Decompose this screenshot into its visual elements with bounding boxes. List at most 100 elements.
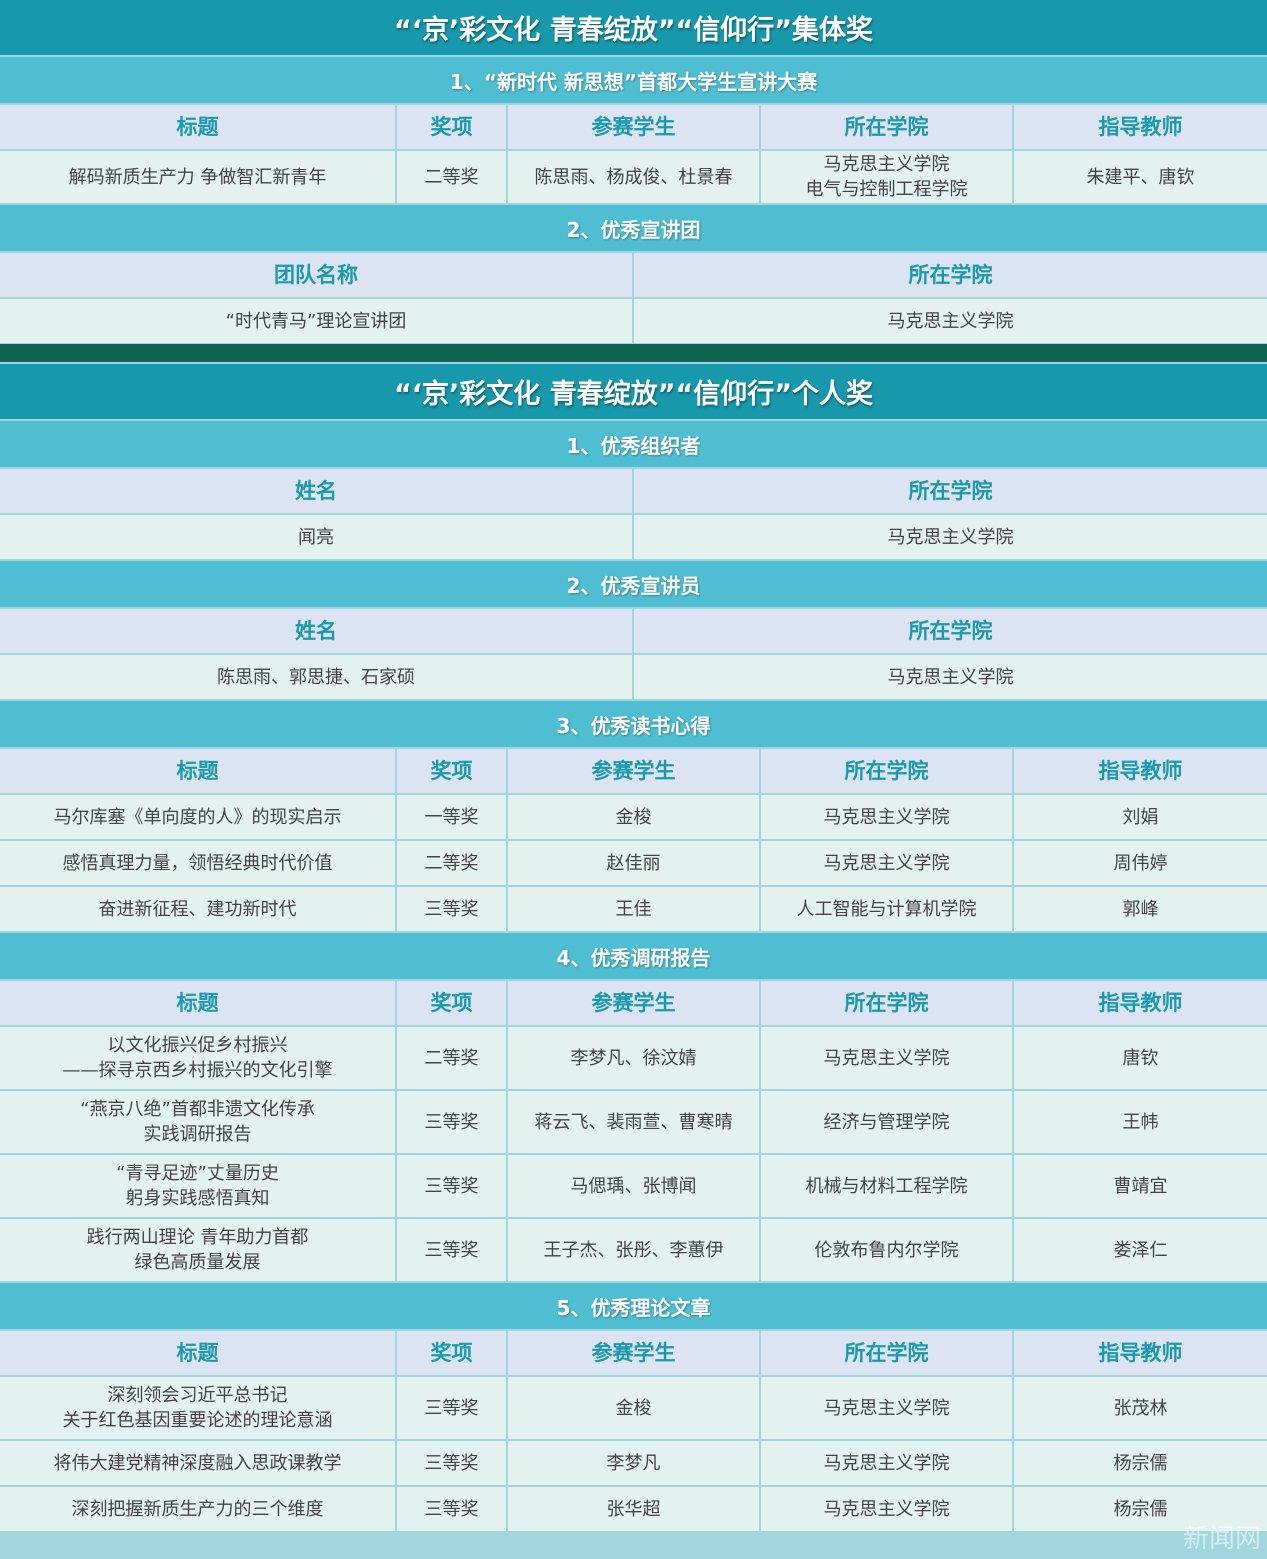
table-row: 马尔库塞《单向度的人》的现实启示 一等奖 金梭 马克思主义学院 刘娟 <box>0 795 1267 839</box>
column-header: 所在学院 <box>761 981 1012 1025</box>
table-cell: 马克思主义学院 <box>761 1441 1012 1485</box>
column-header: 标题 <box>0 749 395 793</box>
column-header: 参赛学生 <box>508 981 759 1025</box>
column-header: 奖项 <box>397 749 506 793</box>
table-cell: 李梦凡 <box>508 1441 759 1485</box>
section-divider <box>0 344 1267 362</box>
table-cell: 三等奖 <box>397 1155 506 1217</box>
table-cell: 陈思雨、杨成俊、杜景春 <box>508 151 759 203</box>
table-cell: 马克思主义学院 <box>761 1377 1012 1439</box>
section-heading: 5、优秀理论文章 <box>0 1283 1267 1329</box>
column-header: 所在学院 <box>634 469 1267 513</box>
table-cell: 王帏 <box>1014 1091 1267 1153</box>
table-cell: 三等奖 <box>397 1487 506 1531</box>
table-cell: 三等奖 <box>397 1091 506 1153</box>
column-header: 标题 <box>0 1331 395 1375</box>
table-row: 闻亮 马克思主义学院 <box>0 515 1267 559</box>
table-row: 践行两山理论 青年助力首都 绿色高质量发展 三等奖 王子杰、张彤、李蕙伊 伦敦布鲁内尔… <box>0 1219 1267 1281</box>
table-cell: 马克思主义学院 <box>634 299 1267 343</box>
table-cell: 唐钦 <box>1014 1027 1267 1089</box>
table-cell: 将伟大建党精神深度融入思政课教学 <box>0 1441 395 1485</box>
column-header: 姓名 <box>0 469 632 513</box>
section-heading: 4、优秀调研报告 <box>0 933 1267 979</box>
column-header: 指导教师 <box>1014 105 1267 149</box>
table-row: 将伟大建党精神深度融入思政课教学 三等奖 李梦凡 马克思主义学院 杨宗儒 <box>0 1441 1267 1485</box>
table-row: “时代青马”理论宣讲团 马克思主义学院 <box>0 299 1267 343</box>
watermark: 新闻网 <box>1182 1524 1261 1554</box>
table-cell: 以文化振兴促乡村振兴 ——探寻京西乡村振兴的文化引擎 <box>0 1027 395 1089</box>
table-cell: 曹靖宜 <box>1014 1155 1267 1217</box>
table-row: “燕京八绝”首都非遗文化传承 实践调研报告 三等奖 蒋云飞、裴雨萱、曹寒晴 经济与管理… <box>0 1091 1267 1153</box>
table-cell: 一等奖 <box>397 795 506 839</box>
header-row: 标题 奖项 参赛学生 所在学院 指导教师 <box>0 105 1267 149</box>
table-cell: 娄泽仁 <box>1014 1219 1267 1281</box>
column-header: 所在学院 <box>634 253 1267 297</box>
table-cell: 马偲瑀、张博闻 <box>508 1155 759 1217</box>
table-row: “青寻足迹”丈量历史 躬身实践感悟真知 三等奖 马偲瑀、张博闻 机械与材料工程学院 曹靖… <box>0 1155 1267 1217</box>
table-cell: 机械与材料工程学院 <box>761 1155 1012 1217</box>
table-cell: 刘娟 <box>1014 795 1267 839</box>
table-cell: 二等奖 <box>397 841 506 885</box>
table-cell: 人工智能与计算机学院 <box>761 887 1012 931</box>
section-heading: 1、优秀组织者 <box>0 421 1267 467</box>
table-cell: 马克思主义学院 <box>761 795 1012 839</box>
table-cell: 马克思主义学院 <box>761 1487 1012 1531</box>
table-title: “‘京’彩文化 青春绽放”“信仰行”集体奖 <box>0 0 1267 55</box>
column-header: 所在学院 <box>761 749 1012 793</box>
table-cell: 王子杰、张彤、李蕙伊 <box>508 1219 759 1281</box>
table-title: “‘京’彩文化 青春绽放”“信仰行”个人奖 <box>0 364 1267 419</box>
table-row: 解码新质生产力 争做智汇新青年 二等奖 陈思雨、杨成俊、杜景春 马克思主义学院 电气与… <box>0 151 1267 203</box>
table-cell: 经济与管理学院 <box>761 1091 1012 1153</box>
table-row: 感悟真理力量，领悟经典时代价值 二等奖 赵佳丽 马克思主义学院 周伟婷 <box>0 841 1267 885</box>
table-cell: 闻亮 <box>0 515 632 559</box>
header-row: 团队名称 所在学院 <box>0 253 1267 297</box>
table-cell: 马克思主义学院 <box>634 655 1267 699</box>
column-header: 所在学院 <box>761 105 1012 149</box>
table-cell: 金梭 <box>508 795 759 839</box>
column-header: 参赛学生 <box>508 1331 759 1375</box>
table-cell: 二等奖 <box>397 151 506 203</box>
table-cell: 深刻领会习近平总书记 关于红色基因重要论述的理论意涵 <box>0 1377 395 1439</box>
table-row: 奋进新征程、建功新时代 三等奖 王佳 人工智能与计算机学院 郭峰 <box>0 887 1267 931</box>
section-heading: 1、“新时代 新思想”首都大学生宣讲大赛 <box>0 57 1267 103</box>
section-heading: 3、优秀读书心得 <box>0 701 1267 747</box>
table-cell: 杨宗儒 <box>1014 1487 1267 1531</box>
column-header: 参赛学生 <box>508 749 759 793</box>
header-row: 标题 奖项 参赛学生 所在学院 指导教师 <box>0 1331 1267 1375</box>
table-cell: 周伟婷 <box>1014 841 1267 885</box>
header-row: 姓名 所在学院 <box>0 609 1267 653</box>
section-heading: 2、优秀宣讲团 <box>0 205 1267 251</box>
column-header: 指导教师 <box>1014 1331 1267 1375</box>
table-row: 深刻领会习近平总书记 关于红色基因重要论述的理论意涵 三等奖 金梭 马克思主义学院 张茂… <box>0 1377 1267 1439</box>
table-cell: 张茂林 <box>1014 1377 1267 1439</box>
header-row: 标题 奖项 参赛学生 所在学院 指导教师 <box>0 749 1267 793</box>
table-cell: 马克思主义学院 <box>761 841 1012 885</box>
table-cell: “燕京八绝”首都非遗文化传承 实践调研报告 <box>0 1091 395 1153</box>
table-cell: 践行两山理论 青年助力首都 绿色高质量发展 <box>0 1219 395 1281</box>
table-cell: 陈思雨、郭思捷、石家硕 <box>0 655 632 699</box>
column-header: 指导教师 <box>1014 749 1267 793</box>
table-cell: 杨宗儒 <box>1014 1441 1267 1485</box>
column-header: 标题 <box>0 105 395 149</box>
column-header: 奖项 <box>397 105 506 149</box>
column-header: 标题 <box>0 981 395 1025</box>
column-header: 所在学院 <box>634 609 1267 653</box>
header-row: 标题 奖项 参赛学生 所在学院 指导教师 <box>0 981 1267 1025</box>
table-cell: 金梭 <box>508 1377 759 1439</box>
table-row: 陈思雨、郭思捷、石家硕 马克思主义学院 <box>0 655 1267 699</box>
table-cell: 深刻把握新质生产力的三个维度 <box>0 1487 395 1531</box>
table-cell: 二等奖 <box>397 1027 506 1089</box>
column-header: 奖项 <box>397 1331 506 1375</box>
table-cell: 赵佳丽 <box>508 841 759 885</box>
column-header: 所在学院 <box>761 1331 1012 1375</box>
table-cell: 郭峰 <box>1014 887 1267 931</box>
table-cell: 感悟真理力量，领悟经典时代价值 <box>0 841 395 885</box>
table-cell: 朱建平、唐钦 <box>1014 151 1267 203</box>
column-header: 奖项 <box>397 981 506 1025</box>
table-cell: 奋进新征程、建功新时代 <box>0 887 395 931</box>
table-cell: 伦敦布鲁内尔学院 <box>761 1219 1012 1281</box>
table-row: 深刻把握新质生产力的三个维度 三等奖 张华超 马克思主义学院 杨宗儒 <box>0 1487 1267 1531</box>
table-cell: 三等奖 <box>397 887 506 931</box>
table-cell: 三等奖 <box>397 1219 506 1281</box>
